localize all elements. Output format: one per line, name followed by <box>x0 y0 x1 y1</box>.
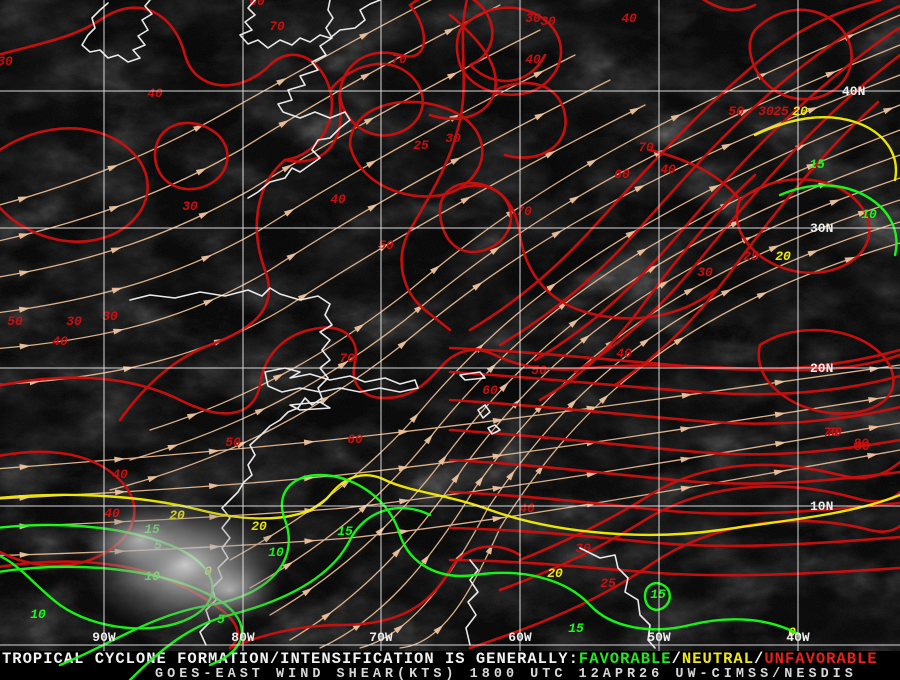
svg-text:30: 30 <box>182 199 198 214</box>
svg-text:70: 70 <box>638 140 654 155</box>
svg-text:40: 40 <box>519 501 535 516</box>
svg-text:25: 25 <box>773 104 789 119</box>
svg-text:30: 30 <box>0 54 13 69</box>
svg-text:50: 50 <box>225 435 241 450</box>
svg-text:30: 30 <box>540 14 556 29</box>
svg-text:20: 20 <box>547 566 563 581</box>
svg-text:20N: 20N <box>810 361 833 376</box>
svg-text:30: 30 <box>445 131 461 146</box>
svg-text:30N: 30N <box>810 221 833 236</box>
svg-text:10: 10 <box>861 207 877 222</box>
svg-text:70: 70 <box>823 425 839 440</box>
svg-text:70W: 70W <box>369 630 393 645</box>
svg-text:40: 40 <box>147 86 163 101</box>
svg-text:30: 30 <box>575 541 591 556</box>
svg-text:50: 50 <box>531 363 547 378</box>
svg-text:80: 80 <box>853 436 869 451</box>
svg-text:30: 30 <box>66 314 82 329</box>
svg-text:25: 25 <box>600 576 616 591</box>
svg-text:20: 20 <box>792 104 808 119</box>
svg-text:70: 70 <box>391 52 407 67</box>
svg-text:15: 15 <box>650 587 666 602</box>
svg-text:30: 30 <box>758 104 774 119</box>
svg-text:40W: 40W <box>786 630 810 645</box>
svg-text:50: 50 <box>7 314 23 329</box>
svg-text:80W: 80W <box>231 630 255 645</box>
svg-text:40: 40 <box>525 52 541 67</box>
svg-text:10: 10 <box>30 607 46 622</box>
svg-text:70: 70 <box>339 351 355 366</box>
svg-text:70: 70 <box>269 19 285 34</box>
svg-text:60: 60 <box>347 432 363 447</box>
svg-text:60: 60 <box>614 167 630 182</box>
svg-text:40: 40 <box>621 11 637 26</box>
svg-text:40: 40 <box>330 192 346 207</box>
svg-text:15: 15 <box>568 621 584 636</box>
svg-text:40: 40 <box>52 334 68 349</box>
svg-text:40: 40 <box>616 346 632 361</box>
svg-text:90W: 90W <box>92 630 116 645</box>
svg-text:30: 30 <box>102 309 118 324</box>
svg-text:40: 40 <box>660 162 676 177</box>
svg-text:30: 30 <box>525 11 541 26</box>
svg-text:50W: 50W <box>647 630 671 645</box>
svg-text:60: 60 <box>482 383 498 398</box>
svg-text:TROPICAL CYCLONE FORMATION/INT: TROPICAL CYCLONE FORMATION/INTENSIFICATI… <box>2 650 878 668</box>
svg-text:25: 25 <box>413 138 429 153</box>
svg-text:40N: 40N <box>842 84 865 99</box>
svg-text:15: 15 <box>809 157 825 172</box>
svg-text:25: 25 <box>743 249 759 264</box>
svg-text:50: 50 <box>728 104 744 119</box>
svg-text:40: 40 <box>112 467 128 482</box>
svg-text:20: 20 <box>775 249 791 264</box>
svg-text:30: 30 <box>697 265 713 280</box>
svg-text:GOES-EAST WIND SHEAR(KTS): GOES-EAST WIND SHEAR(KTS) 1800 UTC 12APR… <box>155 667 857 680</box>
svg-text:60W: 60W <box>508 630 532 645</box>
svg-text:70: 70 <box>516 204 532 219</box>
svg-text:10N: 10N <box>810 499 833 514</box>
